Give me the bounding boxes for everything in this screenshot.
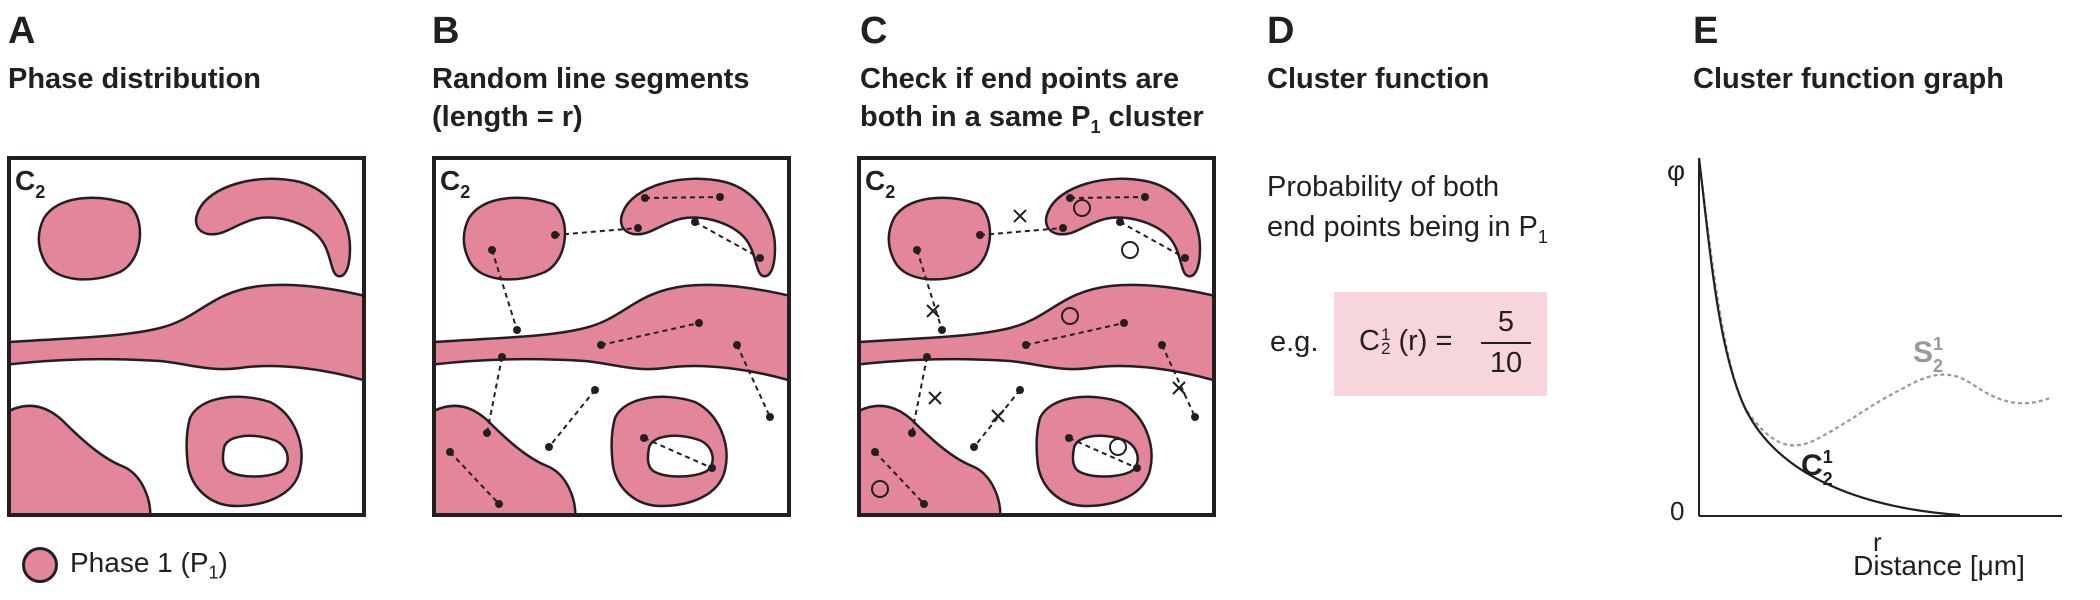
panel-d-description: Probability of both end points being in …: [1267, 171, 1548, 247]
panel-d-title: Cluster function: [1267, 63, 1490, 95]
panel-a-box-label: C2: [15, 165, 45, 202]
panel-b-diagram: C2: [432, 156, 791, 517]
x-tick-label: r: [1873, 527, 1882, 557]
y-zero-label: 0: [1670, 496, 1684, 526]
panel-b-letter: B: [432, 10, 460, 52]
cluster-function-graph: φ 0 r Distance [μm] C21 S21: [1667, 155, 2062, 581]
formula-numerator: 5: [1497, 306, 1515, 338]
s-curve: [1697, 157, 2051, 447]
c-curve-label: C21: [1801, 447, 1833, 489]
formula-fraction: 5 10: [1481, 306, 1531, 380]
panel-a-title: Phase distribution: [8, 63, 261, 95]
panel-e-title: Cluster function graph: [1693, 63, 2004, 95]
panel-a-letter: A: [8, 10, 36, 52]
panel-a-diagram: C2: [7, 156, 366, 517]
panel-d-letter: D: [1267, 10, 1295, 52]
legend-label: Phase 1 (P1): [70, 547, 228, 583]
panel-e-letter: E: [1693, 10, 1719, 52]
panel-b-box-label: C2: [440, 165, 470, 202]
y-axis-label: φ: [1667, 155, 1685, 186]
panel-d-example-label: e.g.: [1270, 326, 1319, 358]
panel-c-letter: C: [860, 10, 888, 52]
formula-denominator: 10: [1489, 347, 1523, 379]
phase-1-swatch: [22, 547, 58, 583]
panel-c-title: Check if end points are both in a same P1…: [860, 63, 1204, 137]
legend: Phase 1 (P1): [22, 547, 228, 584]
panel-c-diagram: C2: [857, 156, 1216, 517]
x-axis-label: Distance [μm]: [1853, 550, 2025, 581]
s-curve-label: S21: [1913, 334, 1943, 376]
panel-b-title: Random line segments (length = r): [432, 63, 750, 133]
c-curve: [1697, 157, 1961, 517]
panel-c-box-label: C2: [865, 165, 895, 202]
